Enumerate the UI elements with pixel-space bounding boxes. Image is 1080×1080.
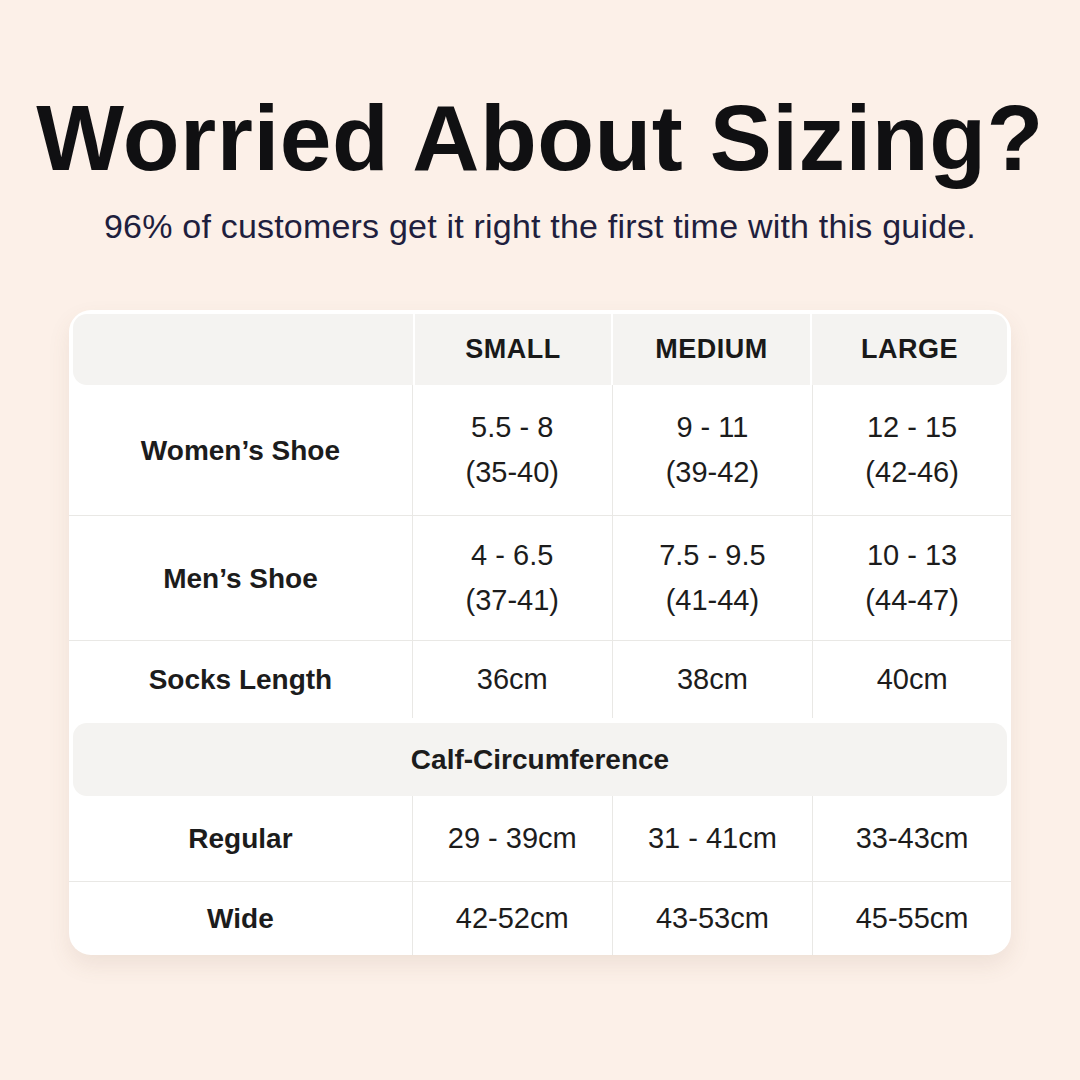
cell-wide-small: 42-52cm [412,882,612,955]
sizing-guide-page: Worried About Sizing? 96% of customers g… [0,92,1080,1080]
column-header-medium: MEDIUM [611,314,810,385]
cell-mens-medium: 7.5 - 9.5 (41-44) [612,516,813,640]
column-header-small: SMALL [413,314,611,385]
cell-regular-medium: 31 - 41cm [612,796,813,881]
cell-value-line2: (41-44) [666,578,760,623]
cell-mens-small: 4 - 6.5 (37-41) [412,516,612,640]
cell-womens-medium: 9 - 11 (39-42) [612,385,813,515]
cell-value-line2: (35-40) [465,450,559,495]
cell-mens-large: 10 - 13 (44-47) [812,516,1011,640]
table-row-mens-shoe: Men’s Shoe 4 - 6.5 (37-41) 7.5 - 9.5 (41… [69,515,1011,640]
row-label-womens-shoe: Women’s Shoe [69,385,412,515]
section-header-label: Calf-Circumference [411,744,669,776]
row-label-regular: Regular [69,796,412,881]
table-header-row: SMALL MEDIUM LARGE [73,314,1007,385]
header-spacer [73,314,413,385]
cell-value-line2: (39-42) [666,450,760,495]
cell-value-line1: 7.5 - 9.5 [659,533,765,578]
section-header-calf-circumference: Calf-Circumference [73,723,1007,796]
cell-value-line1: 10 - 13 [867,533,957,578]
cell-regular-large: 33-43cm [812,796,1011,881]
row-label-socks-length: Socks Length [69,641,412,718]
cell-womens-large: 12 - 15 (42-46) [812,385,1011,515]
cell-wide-medium: 43-53cm [612,882,813,955]
row-label-wide: Wide [69,882,412,955]
cell-socks-large: 40cm [812,641,1011,718]
cell-regular-small: 29 - 39cm [412,796,612,881]
cell-womens-small: 5.5 - 8 (35-40) [412,385,612,515]
cell-value-line1: 9 - 11 [676,405,748,450]
cell-value-line1: 5.5 - 8 [471,405,553,450]
row-label-mens-shoe: Men’s Shoe [69,516,412,640]
table-row-socks-length: Socks Length 36cm 38cm 40cm [69,640,1011,718]
column-header-large: LARGE [810,314,1007,385]
cell-value-line2: (42-46) [865,450,959,495]
page-subtitle: 96% of customers get it right the first … [0,207,1080,246]
cell-wide-large: 45-55cm [812,882,1011,955]
table-row-regular: Regular 29 - 39cm 31 - 41cm 33-43cm [69,796,1011,881]
table-row-wide: Wide 42-52cm 43-53cm 45-55cm [69,881,1011,955]
table-row-womens-shoe: Women’s Shoe 5.5 - 8 (35-40) 9 - 11 (39-… [69,385,1011,515]
sizing-table: SMALL MEDIUM LARGE Women’s Shoe 5.5 - 8 … [69,310,1011,955]
cell-value-line2: (37-41) [465,578,559,623]
cell-value-line2: (44-47) [865,578,959,623]
cell-socks-small: 36cm [412,641,612,718]
cell-value-line1: 4 - 6.5 [471,533,553,578]
cell-value-line1: 12 - 15 [867,405,957,450]
cell-socks-medium: 38cm [612,641,813,718]
page-title: Worried About Sizing? [0,92,1080,185]
